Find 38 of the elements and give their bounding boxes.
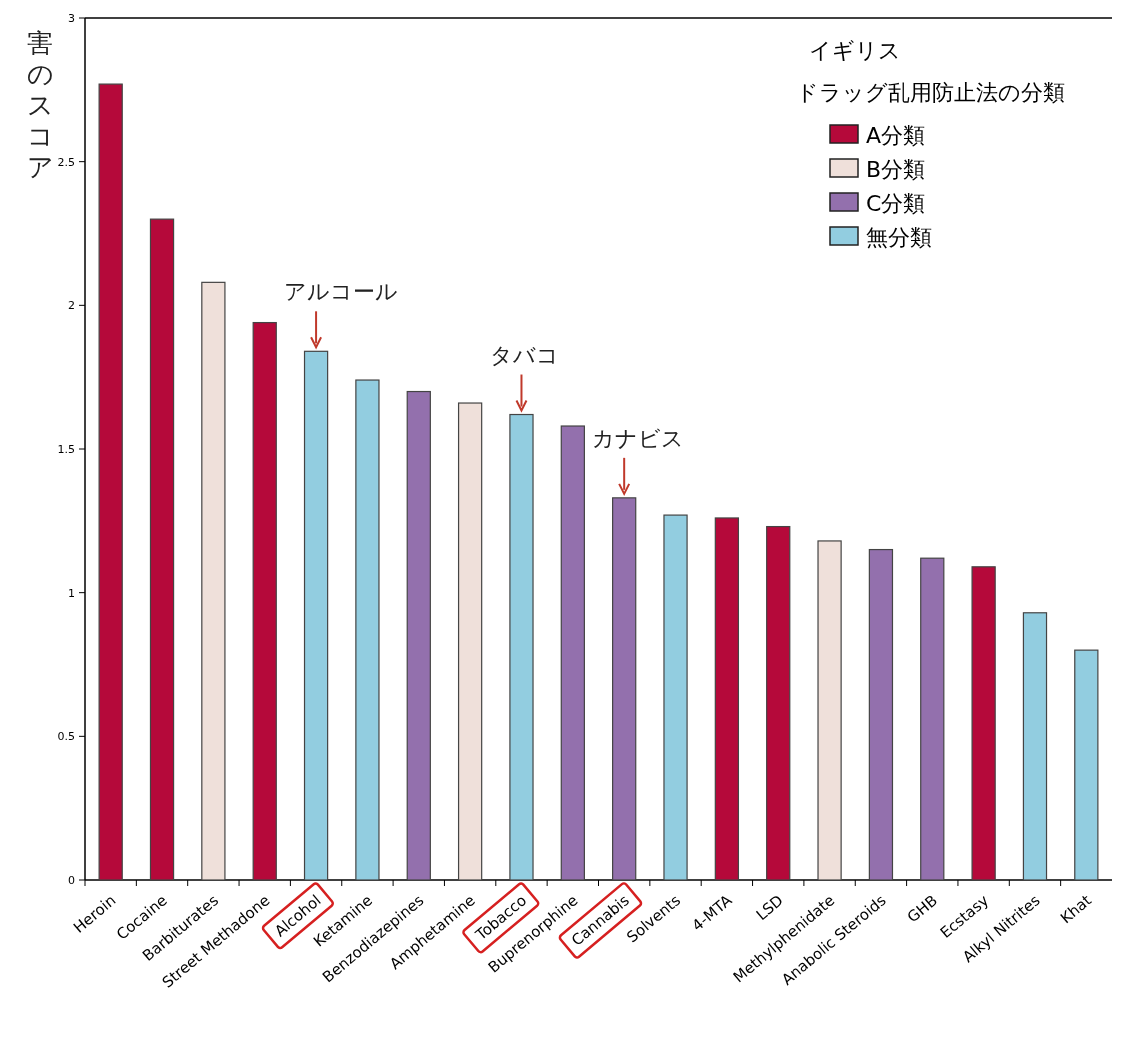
y-axis-title: 害のスコア <box>26 28 54 182</box>
legend-title: ドラッグ乱用防止法の分類 <box>795 80 1065 105</box>
y-tick-label: 2.5 <box>57 155 75 169</box>
y-tick-label: 0 <box>68 874 75 887</box>
bar <box>714 517 740 881</box>
bar <box>406 390 431 881</box>
bar <box>560 425 585 881</box>
bar <box>457 402 483 881</box>
annotation: タバコ <box>489 342 559 368</box>
bar <box>1074 649 1099 881</box>
bar <box>612 497 637 881</box>
bar <box>868 548 894 881</box>
bar <box>201 281 226 881</box>
bar <box>663 514 688 881</box>
bar <box>1022 612 1048 881</box>
bar <box>920 557 945 881</box>
bar <box>355 379 380 881</box>
bar <box>971 566 996 881</box>
bar <box>149 218 175 881</box>
bar <box>252 321 277 881</box>
y-tick-label: 3 <box>68 12 75 25</box>
legend-label: C分類 <box>866 191 926 216</box>
legend-label: 無分類 <box>866 225 932 250</box>
y-tick-label: 1.5 <box>57 443 75 456</box>
y-tick-label: 2 <box>68 299 75 313</box>
bar <box>303 350 329 881</box>
legend-label: B分類 <box>866 157 926 182</box>
y-tick-label: 1 <box>68 586 75 600</box>
bar <box>98 83 123 881</box>
bar <box>817 540 842 881</box>
y-tick-label: 0.5 <box>57 730 75 744</box>
x-tick-label: GHB <box>903 891 941 927</box>
bar <box>509 413 534 881</box>
bar <box>766 525 791 881</box>
annotation: カナビス <box>592 425 685 451</box>
text: イギリス <box>809 38 901 63</box>
legend-label: A分類 <box>866 123 926 148</box>
annotation: アルコール <box>284 279 399 305</box>
